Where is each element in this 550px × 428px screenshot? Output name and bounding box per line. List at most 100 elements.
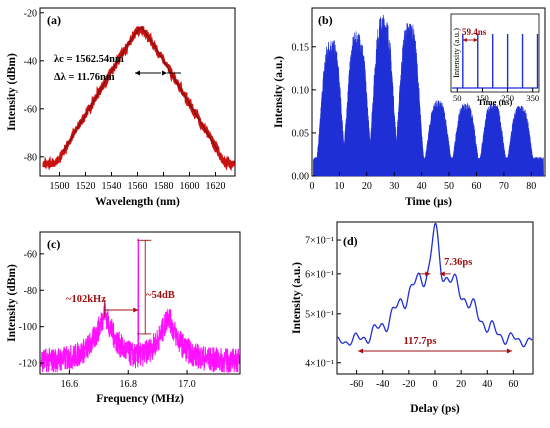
panel-d-x-tick-label-0: -60	[350, 379, 363, 390]
panel-d-x-ticks: -60 -40 -20 0 20 40 60	[350, 370, 518, 390]
panel-c-x-tick-label-1: 16.8	[119, 379, 137, 390]
panel-c-spacing-arrowhead	[133, 307, 139, 313]
panel-c: 16.6 16.8 17.0 -120-100-80-60 (c) ~102kHz …	[6, 231, 241, 405]
panel-d-x-tick-label-1: -40	[376, 379, 389, 390]
panel-a-bandwidth-arrow	[135, 70, 181, 76]
panel-a-x-tick-label-3: 1560	[128, 181, 148, 192]
panel-b-x-tick-label-7: 70	[499, 181, 509, 192]
panel-b-x-tick-label-8: 80	[526, 181, 536, 192]
panel-c-y-tick-label-0: -120	[19, 359, 37, 370]
panel-d-x-axis-label: Delay (ps)	[410, 403, 460, 415]
panel-d-x-tick-label-2: -20	[402, 379, 415, 390]
panel-b-inset-x-ticks: 50 150 250 350	[453, 88, 539, 103]
panel-a: 1500 1520 1540 1560 1580 1600 1620 -80 -60 -40 -2…	[6, 7, 236, 208]
panel-c-rf-spectrum	[40, 238, 240, 374]
panel-c-x-tick-label-0: 16.6	[61, 379, 79, 390]
panel-b-inset-x-label: Time (ns)	[478, 97, 513, 107]
panel-a-x-tick-label-0: 1500	[50, 181, 70, 192]
panel-a-bandwidth: Δλ = 11.76nm	[54, 72, 115, 83]
panel-a-y-tick-label-3: -20	[24, 8, 37, 19]
panel-c-x-tick-label-2: 17.0	[178, 379, 196, 390]
panel-a-fit-line	[62, 27, 218, 152]
panel-a-y-axis-label: Intensity (dBm)	[6, 53, 18, 131]
panel-a-x-tick-label-2: 1540	[102, 181, 122, 192]
panel-c-label: (c)	[47, 237, 60, 251]
panel-a-x-tick-label-6: 1620	[206, 181, 226, 192]
panel-b-x-tick-label-6: 60	[471, 181, 481, 192]
panel-c-y-tick-label-2: -80	[24, 286, 37, 297]
panel-d-wing-arrowhead-right	[506, 348, 512, 354]
panel-c-y-ticks: -120 -100 -80 -60	[19, 249, 44, 370]
panel-a-x-tick-label-4: 1580	[154, 181, 174, 192]
panel-d-x-tick-label-5: 40	[482, 379, 492, 390]
panel-b-inset-x-tick-label-3: 350	[526, 93, 539, 103]
panel-a-label: (a)	[47, 13, 61, 27]
panel-d-wing-width: 117.7ps	[404, 336, 437, 347]
panel-d-y-tick-label-1: 5×10⁻¹	[305, 309, 334, 320]
panel-b-inset-x-tick-label-0: 50	[453, 93, 462, 103]
panel-d-x-tick-label-3: 0	[433, 379, 438, 390]
panel-b-x-tick-label-0: 0	[310, 181, 315, 192]
panel-b-x-tick-label-2: 20	[362, 181, 372, 192]
panel-d-annotation-arrows	[358, 271, 512, 354]
panel-b-x-axis-label: Time (μs)	[405, 196, 452, 208]
panel-d-pulse-width: 7.36ps	[444, 257, 472, 268]
panel-b-y-tick-label-2: 0.10	[292, 85, 310, 96]
panel-c-y-tick-label-1: -100	[19, 322, 37, 333]
panel-a-y-tick-label-1: -60	[24, 104, 37, 115]
panel-b-inset-period-arrow	[462, 38, 478, 42]
panel-b-y-axis-label: Intensity (a.u.)	[273, 56, 285, 128]
panel-d-y-axis-label: Intensity (a.u.)	[291, 262, 303, 334]
panel-b-inset-frame	[450, 13, 540, 93]
panel-d-y-ticks: 4×10⁻¹ 5×10⁻¹ 6×10⁻¹ 7×10⁻¹	[305, 236, 341, 369]
panel-d-y-tick-label-2: 6×10⁻¹	[305, 269, 334, 280]
panel-c-y-axis-label: Intensity (dBm)	[6, 264, 18, 342]
panel-b-inset-period: 59.4ns	[462, 27, 487, 37]
panel-d-label: (d)	[343, 234, 358, 248]
panel-a-spectrum-line	[42, 26, 236, 172]
panel-d-fwhm-arrowhead-right	[439, 271, 445, 277]
panel-a-y-ticks: -80 -60 -40 -20	[24, 8, 44, 163]
panel-b-inset-arrow-left	[462, 38, 467, 42]
panel-b-y-tick-label-0: 0.00	[292, 172, 310, 183]
panel-a-y-tick-label-2: -40	[24, 56, 37, 67]
panel-c-spacing-label: ~102kHz	[66, 294, 106, 305]
panel-d-y-tick-label-3: 7×10⁻¹	[305, 236, 334, 247]
panel-b-inset: 50 150 250 350 Intensity (a.u.) Time (ns) 5…	[450, 13, 540, 107]
panel-b-pulse-train	[313, 14, 544, 177]
panel-b-inset-x-tick-label-1: 150	[476, 93, 489, 103]
panel-c-x-ticks: 16.6 16.8 17.0	[61, 370, 196, 390]
panel-a-x-axis-label: Wavelength (nm)	[95, 196, 180, 208]
panel-d-wing-arrowhead-left	[358, 348, 364, 354]
panel-b-x-tick-label-4: 40	[417, 181, 427, 192]
panel-d-fwhm-arrowhead-left	[425, 271, 431, 277]
panel-d-x-tick-label-6: 60	[508, 379, 518, 390]
panel-b-y-tick-label-3: 0.15	[292, 42, 310, 53]
panel-c-annotation-lines	[104, 239, 152, 335]
panel-b-inset-x-tick-label-2: 250	[501, 93, 514, 103]
panel-c-x-axis-label: Frequency (MHz)	[96, 393, 184, 405]
panel-b-y-tick-label-1: 0.05	[292, 128, 310, 139]
panel-d-x-tick-label-4: 20	[456, 379, 466, 390]
panel-a-x-tick-label-1: 1520	[76, 181, 96, 192]
panel-a-x-ticks: 1500 1520 1540 1560 1580 1600 1620	[50, 172, 226, 192]
panel-b-x-tick-label-5: 50	[444, 181, 454, 192]
panel-c-y-tick-label-3: -60	[24, 249, 37, 260]
panel-a-center-wavelength: λc = 1562.54nm	[54, 54, 124, 65]
panel-b-inset-arrow-right	[473, 38, 478, 42]
panel-b-inset-y-label: Intensity (a.u.)	[451, 28, 461, 78]
panel-b-x-tick-label-3: 30	[389, 181, 399, 192]
panel-c-frame	[39, 231, 241, 375]
panel-d-y-tick-label-0: 4×10⁻¹	[305, 358, 334, 369]
panel-b-x-tick-label-1: 10	[334, 181, 344, 192]
panel-d: -60 -40 -20 0 20 40 60 4×10⁻¹ 5×10⁻¹ 6×10⁻¹ 7×10⁻…	[291, 221, 534, 415]
panel-b: 0 10 20 30 40 50 60 70 80 0.00 0.05 0.10 0.15 (b) T…	[273, 7, 546, 208]
panel-a-x-tick-label-5: 1600	[180, 181, 200, 192]
panel-b-x-ticks: 0 10 20 30 40 50 60 70 80	[310, 172, 536, 192]
panel-a-y-tick-label-0: -80	[24, 152, 37, 163]
panel-c-snr-label: ~54dB	[146, 290, 175, 301]
panel-b-label: (b)	[318, 13, 333, 27]
panel-b-y-ticks: 0.00 0.05 0.10 0.15	[292, 42, 316, 183]
panel-b-inset-pulses	[452, 34, 539, 89]
